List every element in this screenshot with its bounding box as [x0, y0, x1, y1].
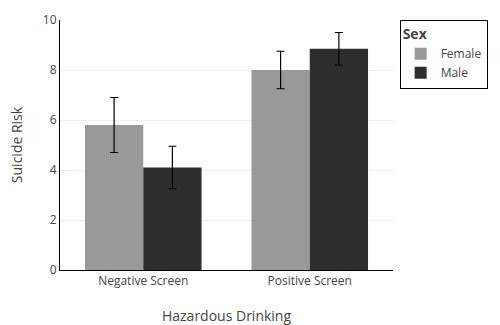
svg-text:0: 0 [50, 261, 57, 278]
svg-text:Male: Male [441, 64, 468, 81]
svg-text:Negative Screen: Negative Screen [98, 272, 188, 289]
svg-text:10: 10 [43, 11, 57, 28]
svg-text:8: 8 [50, 61, 57, 78]
svg-text:6: 6 [50, 111, 57, 128]
svg-text:2: 2 [50, 211, 57, 228]
svg-text:Suicide Risk: Suicide Risk [7, 106, 26, 183]
svg-text:Sex: Sex [403, 24, 428, 43]
svg-text:4: 4 [50, 161, 57, 178]
svg-text:Positive Screen: Positive Screen [268, 272, 352, 289]
svg-text:Hazardous Drinking: Hazardous Drinking [162, 306, 292, 325]
svg-text:Female: Female [441, 45, 482, 62]
